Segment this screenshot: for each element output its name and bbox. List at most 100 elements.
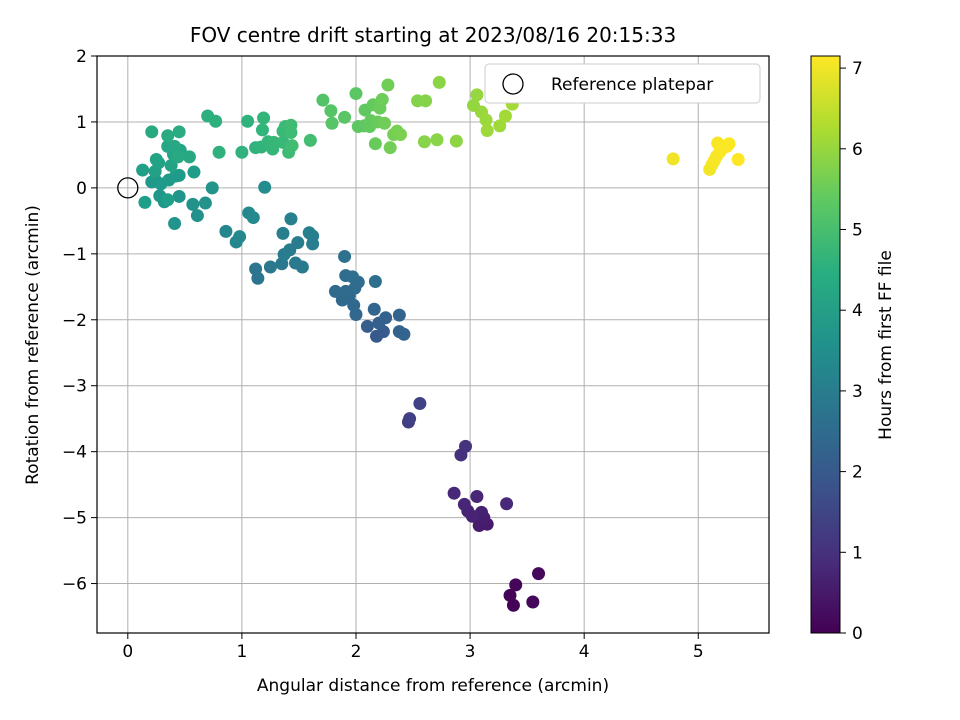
data-point xyxy=(258,180,272,194)
data-point xyxy=(257,111,271,125)
data-point xyxy=(722,137,736,151)
data-point xyxy=(383,141,397,155)
data-point xyxy=(349,87,363,101)
colorbar-tick-label: 7 xyxy=(852,59,863,79)
data-point xyxy=(367,302,381,316)
data-point xyxy=(190,209,204,223)
y-axis-label: Rotation from reference (arcmin) xyxy=(23,205,43,485)
data-point xyxy=(198,196,212,210)
data-point xyxy=(403,412,417,426)
data-point xyxy=(316,93,330,107)
data-point xyxy=(291,236,305,250)
data-points xyxy=(136,75,745,612)
y-tick-label: −1 xyxy=(62,245,87,265)
reference-marker xyxy=(117,177,139,199)
data-point xyxy=(171,150,185,164)
data-point xyxy=(378,116,392,130)
data-point xyxy=(328,284,342,298)
data-point xyxy=(284,212,298,226)
data-point xyxy=(479,113,493,127)
x-tick-label: 5 xyxy=(693,642,704,662)
x-tick-label: 0 xyxy=(122,642,133,662)
data-point xyxy=(145,125,159,139)
legend: Reference platepar xyxy=(484,63,761,104)
data-point xyxy=(392,308,406,322)
data-point xyxy=(360,319,374,333)
data-point xyxy=(182,150,196,164)
data-point xyxy=(136,163,150,177)
data-point xyxy=(731,153,745,167)
legend-marker-icon xyxy=(502,73,524,95)
data-point xyxy=(480,124,494,138)
y-axis-ticks: 2 1 0 −1 −2 −3 −4 −5 −6 xyxy=(62,47,97,595)
data-point xyxy=(417,135,431,149)
y-tick-label: 0 xyxy=(76,179,87,199)
data-point xyxy=(172,189,186,203)
data-point xyxy=(509,578,523,592)
data-point xyxy=(503,588,517,602)
plot-frame xyxy=(96,55,770,634)
data-point xyxy=(666,152,680,166)
y-tick-label: 1 xyxy=(76,113,87,133)
data-point xyxy=(246,211,260,225)
colorbar-tick-label: 5 xyxy=(852,221,863,241)
data-point xyxy=(493,119,507,133)
colorbar-gradient xyxy=(810,55,841,634)
data-point xyxy=(325,116,339,130)
data-point xyxy=(255,123,269,137)
data-point xyxy=(368,137,382,151)
data-point xyxy=(379,311,393,325)
data-point xyxy=(532,567,546,581)
x-axis-label: Angular distance from reference (arcmin) xyxy=(257,676,609,696)
y-tick-label: −2 xyxy=(62,311,87,331)
data-point xyxy=(346,270,360,284)
data-point xyxy=(302,226,316,240)
data-point xyxy=(235,145,249,159)
x-tick-label: 3 xyxy=(465,642,476,662)
colorbar-tick-label: 0 xyxy=(852,624,863,644)
colorbar-ticks: 0 1 2 3 4 5 6 7 xyxy=(840,59,863,644)
data-point xyxy=(161,193,175,207)
colorbar-tick-label: 2 xyxy=(852,463,863,483)
data-point xyxy=(500,497,514,511)
data-point xyxy=(368,275,382,289)
data-point xyxy=(498,109,512,123)
colorbar-tick-label: 1 xyxy=(852,543,863,563)
data-point xyxy=(375,93,389,107)
x-axis-ticks: 0 1 2 3 4 5 xyxy=(122,633,704,662)
data-point xyxy=(209,114,223,128)
data-point xyxy=(138,195,152,209)
data-point xyxy=(284,118,298,132)
y-tick-label: −3 xyxy=(62,377,87,397)
data-point xyxy=(263,260,277,274)
data-point xyxy=(168,216,182,230)
data-point xyxy=(285,139,299,153)
data-point xyxy=(413,397,427,411)
data-point xyxy=(186,197,200,211)
data-point xyxy=(172,168,186,182)
data-point xyxy=(457,497,471,511)
data-point xyxy=(187,165,201,179)
data-point xyxy=(161,129,175,143)
data-point xyxy=(459,439,473,453)
x-tick-label: 1 xyxy=(236,642,247,662)
data-point xyxy=(168,139,182,153)
x-tick-label: 2 xyxy=(351,642,362,662)
data-point xyxy=(303,133,317,147)
data-point xyxy=(393,127,407,141)
data-point xyxy=(447,486,461,500)
data-point xyxy=(295,260,309,274)
legend-box xyxy=(484,63,761,104)
data-point xyxy=(470,88,484,102)
data-point xyxy=(506,598,520,612)
data-point xyxy=(397,327,411,341)
data-point xyxy=(338,249,352,263)
legend-entry-reference: Reference platepar xyxy=(551,75,713,95)
y-tick-label: −5 xyxy=(62,509,87,529)
data-point xyxy=(430,133,444,147)
data-point xyxy=(419,94,433,108)
data-point xyxy=(205,181,219,195)
colorbar-tick-label: 4 xyxy=(852,301,863,321)
colorbar-tick-label: 3 xyxy=(852,382,863,402)
